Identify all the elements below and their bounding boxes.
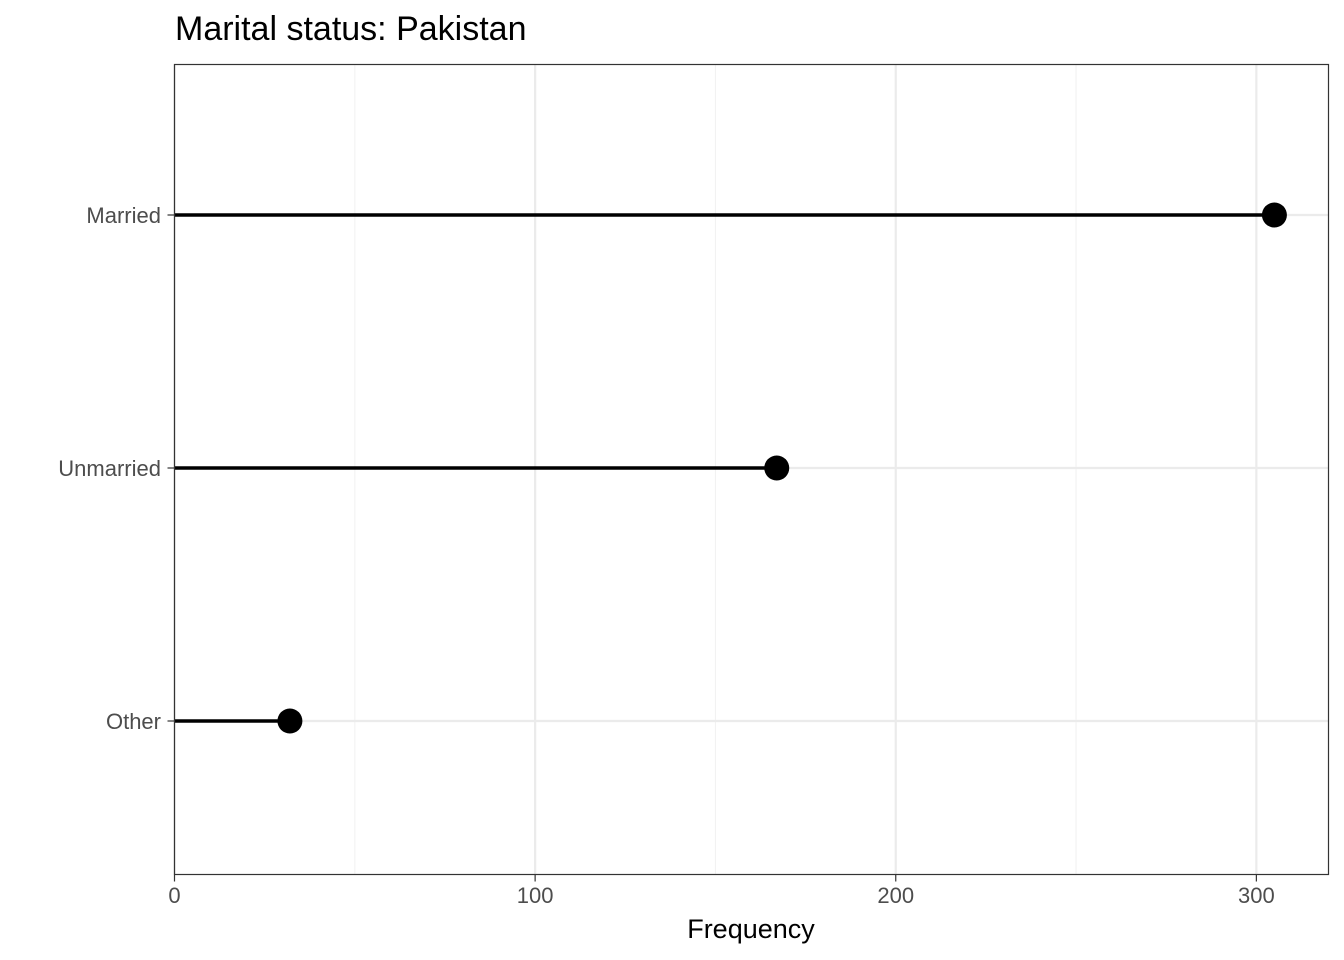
lollipop-stems [174,213,1275,723]
x-tick-label: 100 [517,883,554,908]
chart-title: Marital status: Pakistan [175,10,526,48]
x-tick-label: 300 [1238,883,1275,908]
lollipop-point [764,455,790,481]
x-axis-title: Frequency [687,914,815,944]
y-axis: Married Unmarried Other [58,203,175,734]
lollipop-points [277,202,1287,734]
panel-border [173,63,1330,876]
lollipop-point [277,708,303,734]
x-tick-label: 0 [168,883,180,908]
y-tick-label: Married [86,203,161,228]
x-axis: 0 100 200 300 [168,874,1275,908]
lollipop-point [1261,202,1287,228]
y-tick-label: Unmarried [58,456,161,481]
x-tick-label: 200 [877,883,914,908]
y-tick-label: Other [106,709,161,734]
